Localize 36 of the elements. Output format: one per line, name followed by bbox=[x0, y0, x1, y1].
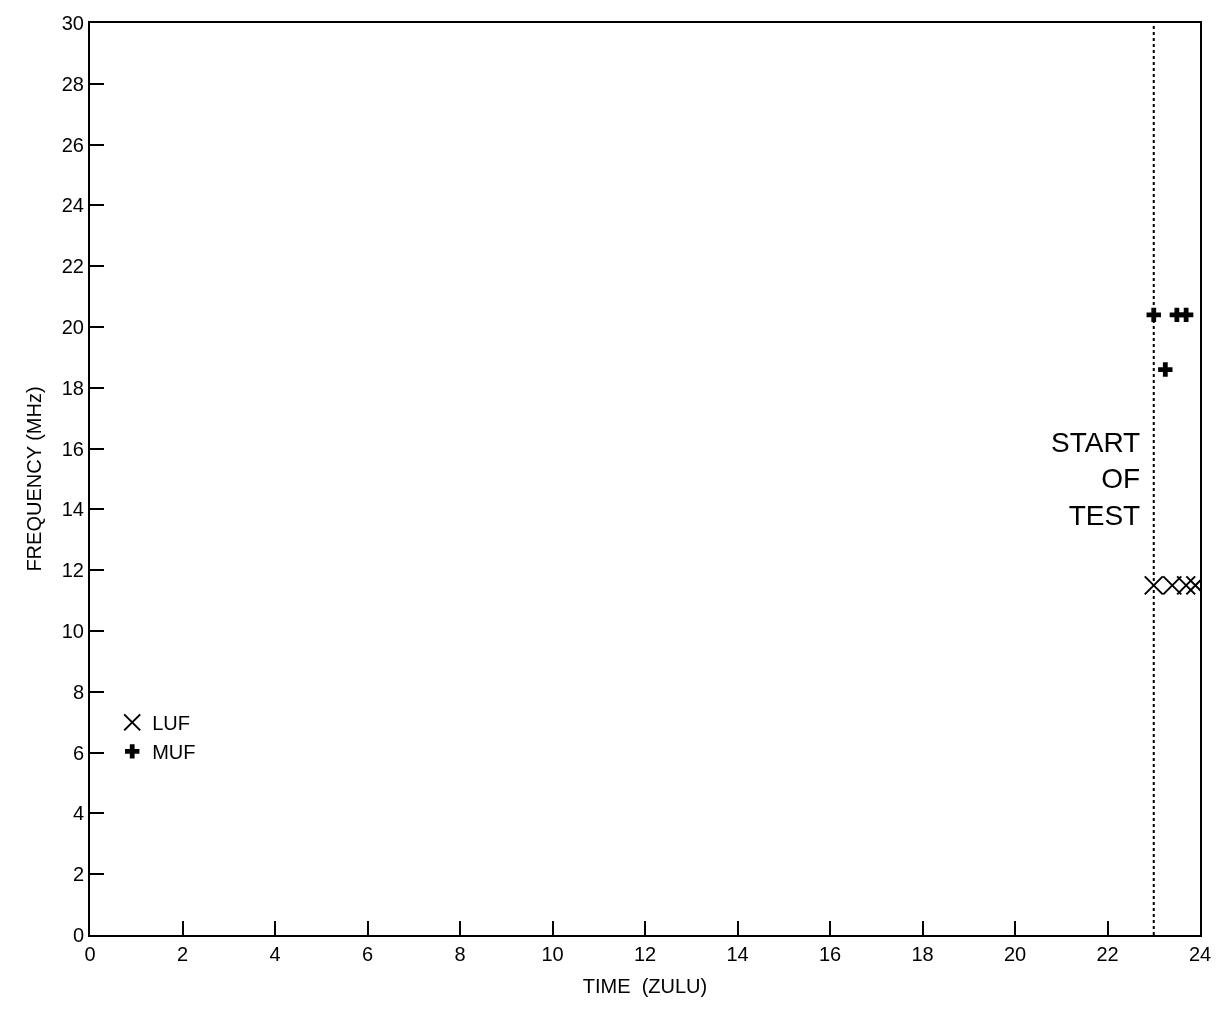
y-tick-label: 18 bbox=[61, 376, 84, 399]
x-tick-label: 10 bbox=[541, 943, 564, 965]
ref-line-label: START OF TEST bbox=[1051, 427, 1141, 531]
point bbox=[1178, 307, 1194, 323]
y-tick-label: 20 bbox=[61, 316, 84, 338]
y-tick-label: 22 bbox=[61, 255, 84, 278]
y-tick-label: 4 bbox=[72, 802, 84, 825]
y-tick-label: 14 bbox=[61, 498, 84, 521]
x-tick-label: 4 bbox=[269, 943, 281, 965]
y-tick-label: 26 bbox=[61, 133, 84, 156]
y-tick-label: 16 bbox=[61, 437, 84, 460]
y-tick-label: 28 bbox=[61, 72, 84, 95]
y-tick-label: 0 bbox=[72, 924, 84, 946]
x-tick-label: 18 bbox=[911, 943, 934, 965]
y-tick-label: 8 bbox=[72, 680, 84, 703]
x-tick-label: 22 bbox=[1096, 943, 1119, 965]
y-tick-label: 10 bbox=[61, 620, 84, 642]
x-tick-label: 20 bbox=[1003, 943, 1027, 965]
y-axis-title: FREQUENCY (MHz) bbox=[22, 386, 45, 572]
y-tick-label: 2 bbox=[72, 863, 84, 886]
x-axis-title: TIME (ZULU) bbox=[582, 975, 708, 997]
x-tick-label: 8 bbox=[454, 943, 466, 965]
legend-label: LUF bbox=[152, 712, 190, 735]
x-tick-label: 14 bbox=[726, 943, 749, 965]
y-tick-label: 6 bbox=[72, 741, 84, 764]
y-tick-label: 30 bbox=[61, 12, 84, 34]
point bbox=[1176, 575, 1197, 596]
x-tick-label: 6 bbox=[361, 943, 374, 965]
x-tick-label: 12 bbox=[633, 943, 657, 965]
y-tick-label: 12 bbox=[61, 559, 84, 582]
x-tick-label: 24 bbox=[1188, 943, 1212, 965]
x-tick-label: 16 bbox=[818, 943, 842, 965]
legend-label: MUF bbox=[152, 741, 196, 764]
y-tick-label: 24 bbox=[61, 194, 84, 217]
x-tick-label: 2 bbox=[176, 943, 189, 965]
point bbox=[1158, 362, 1173, 377]
